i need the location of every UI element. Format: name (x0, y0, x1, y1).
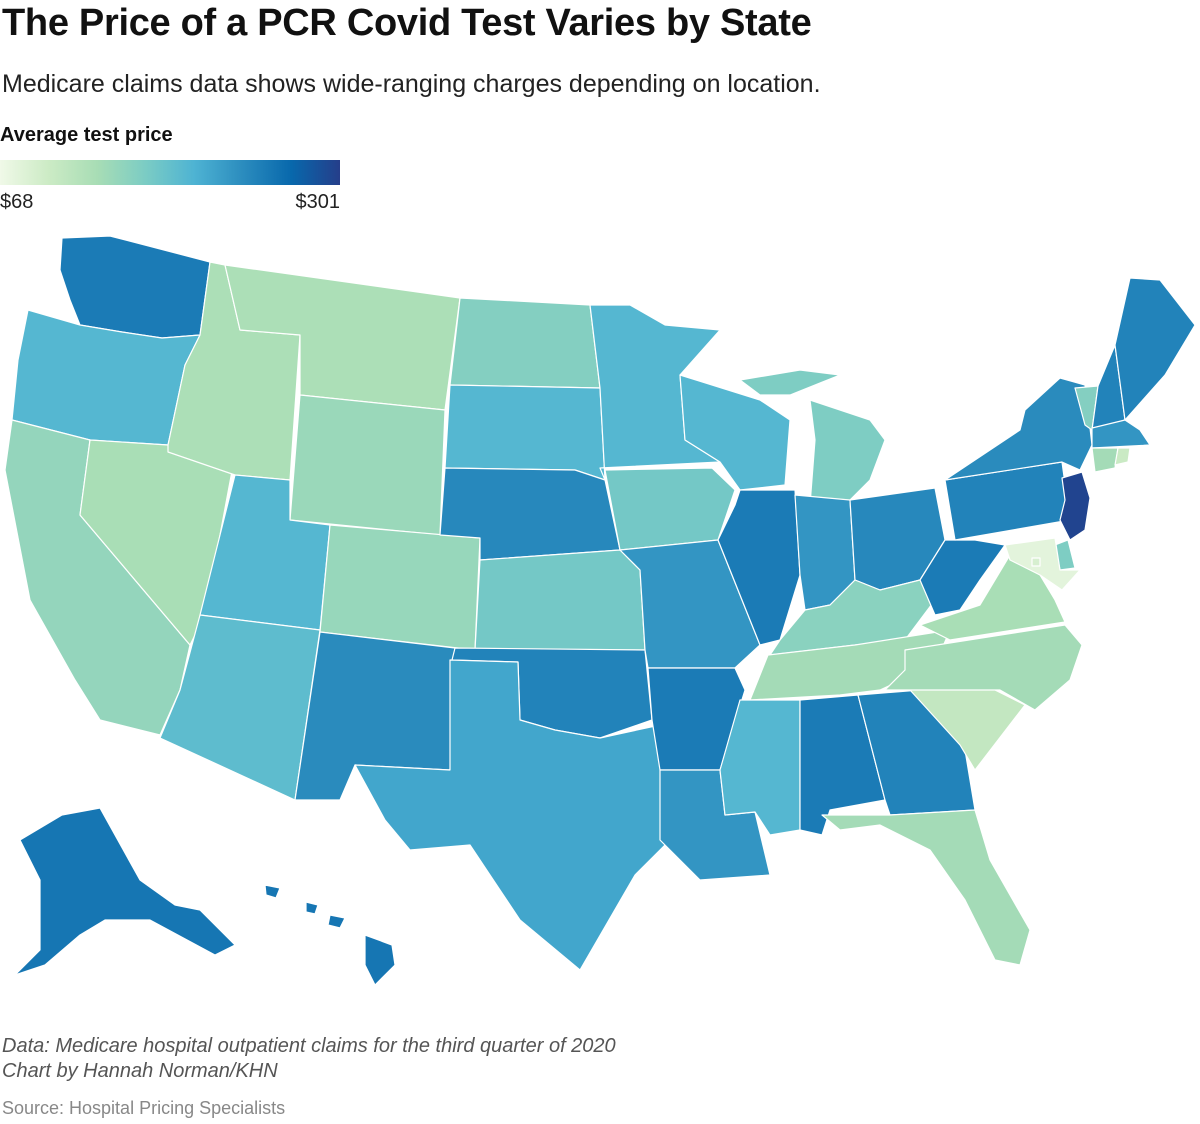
legend-max-label: $301 (295, 191, 341, 213)
state-va (919, 554, 1066, 641)
chart-title: The Price of a PCR Covid Test Varies by … (2, 2, 812, 44)
state-dc (1031, 557, 1041, 567)
state-co (319, 524, 481, 651)
legend-gradient-bar (0, 160, 340, 185)
state-ma (1091, 419, 1151, 449)
chart-footer: Data: Medicare hospital outpatient claim… (2, 1034, 616, 1119)
chart-credit: Chart by Hannah Norman/KHN (2, 1060, 278, 1082)
state-tx (354, 659, 671, 971)
state-wi (679, 374, 791, 491)
state-ct (1091, 447, 1119, 473)
state-wa (59, 235, 211, 339)
color-legend: Average test price $68 $301 (0, 124, 340, 213)
state-fl (821, 809, 1031, 966)
state-ak (14, 807, 236, 976)
state-hi (264, 884, 396, 986)
state-nd (449, 297, 601, 389)
data-note: Data: Medicare hospital outpatient claim… (2, 1035, 616, 1057)
state-mi (739, 369, 886, 506)
state-sd (444, 384, 606, 481)
legend-min-label: $68 (0, 191, 34, 213)
state-nj (1059, 471, 1091, 541)
state-ia (604, 467, 736, 551)
state-wv (919, 539, 1006, 616)
legend-title: Average test price (0, 124, 173, 146)
state-wy (289, 394, 446, 536)
state-ks (474, 549, 646, 651)
chart-subtitle: Medicare claims data shows wide-ranging … (2, 70, 821, 98)
state-ri (1114, 447, 1131, 466)
state-az (159, 614, 321, 801)
state-ny (944, 377, 1093, 481)
state-me (1114, 277, 1196, 421)
state-nc (884, 624, 1083, 711)
state-md (1004, 537, 1081, 591)
us-choropleth-map (4, 235, 1196, 986)
source-note: Source: Hospital Pricing Specialists (2, 1098, 286, 1118)
